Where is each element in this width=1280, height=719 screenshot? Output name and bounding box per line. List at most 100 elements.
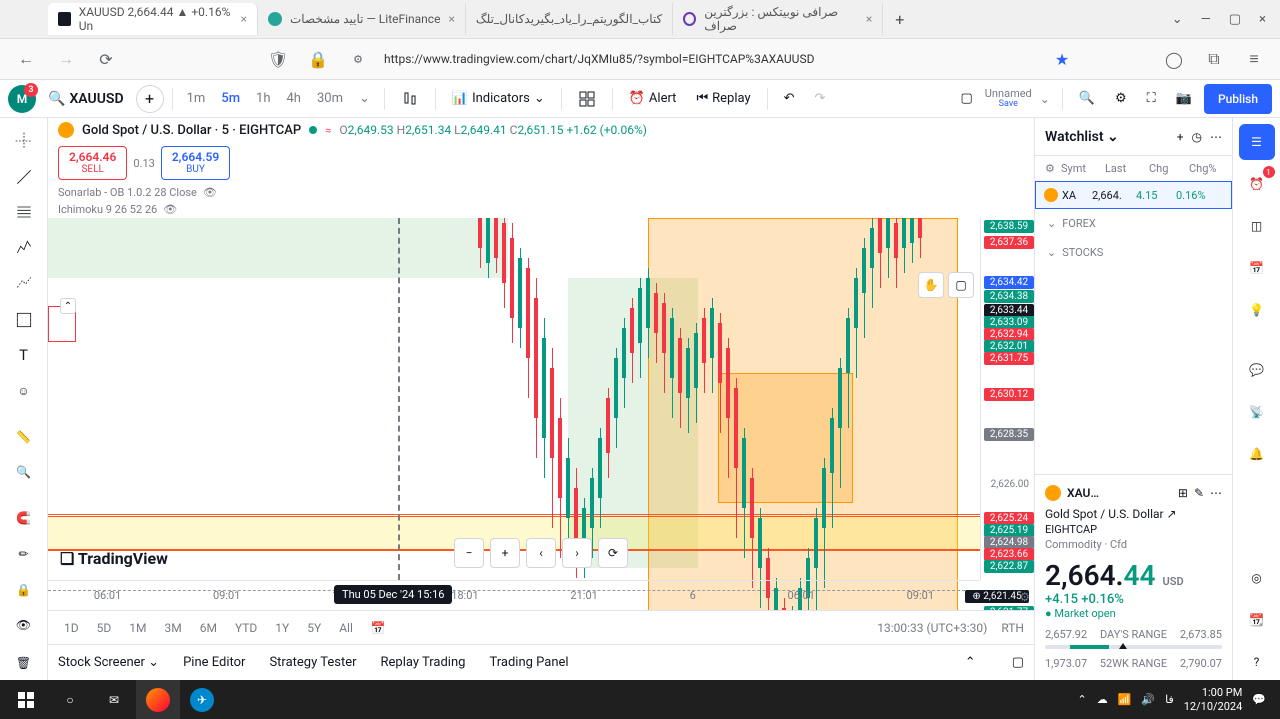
reset-button[interactable]: ⟳ xyxy=(598,538,628,568)
tf-1h[interactable]: 1h xyxy=(250,91,276,106)
stream-toggle[interactable]: 📡 xyxy=(1239,394,1275,430)
firefox-button[interactable] xyxy=(136,680,180,719)
range-all[interactable]: All xyxy=(333,619,359,637)
menu-icon[interactable]: ≡ xyxy=(1240,45,1268,73)
settings-button[interactable]: ⚙ xyxy=(1107,85,1135,113)
eye-icon[interactable]: 👁 xyxy=(203,186,217,199)
fullscreen-button[interactable]: ⛶ xyxy=(1139,85,1164,113)
more-icon[interactable]: ⋯ xyxy=(1210,486,1222,500)
trash-tool[interactable]: 🗑 xyxy=(6,646,42,680)
text-tool[interactable]: T xyxy=(6,338,42,372)
indicator-1[interactable]: Sonarlab - OB 1.0.2 28 Close 👁 xyxy=(48,184,1034,201)
target-icon[interactable]: ◎ xyxy=(1239,560,1275,596)
tf-4h[interactable]: 4h xyxy=(281,91,307,106)
calendar-icon[interactable]: 📆 xyxy=(1239,602,1275,638)
buy-button[interactable]: 2,664.59BUY xyxy=(161,146,230,180)
url-field[interactable]: https://www.tradingview.com/chart/JqXMIu… xyxy=(384,52,1036,66)
onedrive-icon[interactable]: ☁ xyxy=(1097,693,1108,706)
pattern-tool[interactable] xyxy=(6,231,42,265)
minimize-icon[interactable]: — xyxy=(1201,12,1211,27)
maximize-icon[interactable]: ▢ xyxy=(1229,12,1241,27)
sell-button[interactable]: 2,664.46SELL xyxy=(58,146,127,180)
lock-tool[interactable]: ✏ xyxy=(6,537,42,571)
range-5d[interactable]: 5D xyxy=(91,619,118,637)
tab[interactable]: تایید مشخصات — LiteFinance× xyxy=(258,3,466,35)
maximize-icon[interactable]: ▢ xyxy=(1012,655,1024,670)
layout-button[interactable]: ▢ xyxy=(953,85,981,113)
scroll-left-button[interactable]: ‹ xyxy=(526,538,556,568)
indicator-2[interactable]: Ichimoku 9 26 52 26 👁 xyxy=(48,201,1034,218)
panel-replay[interactable]: Replay Trading xyxy=(381,655,466,670)
rect-icon[interactable]: ▢ xyxy=(948,272,974,298)
range-1m[interactable]: 1M xyxy=(123,619,152,637)
forward-button[interactable]: → xyxy=(52,45,80,73)
edit-icon[interactable]: ✎ xyxy=(1194,486,1204,500)
mail-button[interactable]: ✉ xyxy=(92,680,136,719)
collapse-icon[interactable]: ⌃ xyxy=(965,655,976,670)
eye-tool[interactable]: 👁 xyxy=(6,608,42,642)
fib-tool[interactable] xyxy=(6,195,42,229)
wifi-icon[interactable]: 📶 xyxy=(1118,693,1132,706)
price-scale[interactable]: 2,638.592,637.362,634.422,634.382,633.44… xyxy=(980,218,1034,580)
range-1d[interactable]: 1D xyxy=(58,619,85,637)
more-icon[interactable]: ⋯ xyxy=(1210,130,1222,144)
replay-button[interactable]: ⏮ Replay xyxy=(688,85,758,113)
add-icon[interactable]: + xyxy=(1177,130,1184,144)
extensions-icon[interactable]: ⧉ xyxy=(1200,45,1228,73)
settings-icon[interactable]: ⚙ xyxy=(344,45,372,73)
lock-icon[interactable]: 🔒 xyxy=(304,45,332,73)
eye-icon[interactable]: 👁 xyxy=(163,203,177,216)
zoom-tool[interactable]: 🔍 xyxy=(6,456,42,490)
new-tab-button[interactable]: + xyxy=(883,3,916,35)
watchlist-row[interactable]: XA 2,664. 4.15 0.16% xyxy=(1035,181,1232,209)
indicators-button[interactable]: 📊 Indicators ⌄ xyxy=(444,85,553,113)
range-6m[interactable]: 6M xyxy=(194,619,223,637)
ideas-toggle[interactable]: 💡 xyxy=(1239,292,1275,328)
panel-strategy[interactable]: Strategy Tester xyxy=(269,655,356,670)
ruler-tool[interactable]: 📏 xyxy=(6,420,42,454)
clock-icon[interactable]: ◷ xyxy=(1192,130,1202,144)
brush-tool[interactable] xyxy=(6,303,42,337)
symbol-search[interactable]: 🔍 XAUUSD xyxy=(40,85,132,113)
chart-canvas[interactable]: ⌃ − + ‹ › ⟳ ❏ TradingView 2,638.592,637.… xyxy=(48,218,1034,610)
hand-icon[interactable]: ✋ xyxy=(918,272,944,298)
collapse-icon[interactable]: ⌃ xyxy=(60,298,76,314)
range-5y[interactable]: 5Y xyxy=(301,619,327,637)
templates-button[interactable] xyxy=(570,85,604,113)
tray-chevron[interactable]: ⌃ xyxy=(1078,693,1087,706)
lang-indicator[interactable]: فا xyxy=(1165,693,1174,706)
close-icon[interactable]: × xyxy=(866,12,872,26)
watchlist-group-forex[interactable]: ⌄ FOREX xyxy=(1035,209,1232,238)
chat-toggle[interactable]: 💬 xyxy=(1239,352,1275,388)
range-1y[interactable]: 1Y xyxy=(269,619,295,637)
close-icon[interactable]: × xyxy=(448,12,454,26)
tf-5m[interactable]: 5m xyxy=(215,91,246,106)
range-3m[interactable]: 3M xyxy=(158,619,187,637)
rth-label[interactable]: RTH xyxy=(1001,621,1024,635)
telegram-button[interactable]: ✈ xyxy=(180,680,224,719)
chart-title[interactable]: Gold Spot / U.S. Dollar · 5 · EIGHTCAP xyxy=(82,123,301,138)
calendar-toggle[interactable]: 📅 xyxy=(1239,250,1275,286)
time-scale[interactable]: 06:01 09:01 12:01 Thu 05 Dec '24 15:16 1… xyxy=(48,580,980,610)
avatar[interactable]: M3 xyxy=(8,85,36,113)
range-ytd[interactable]: YTD xyxy=(229,619,263,637)
tab[interactable]: کتاب_الگوریتم_را_یاد_بگیریدکانال_تلگ xyxy=(466,3,673,35)
layout-name[interactable]: UnnamedSave xyxy=(985,88,1032,110)
notifications-icon[interactable]: 💬 xyxy=(1252,693,1266,706)
alert-button[interactable]: ⏰ Alert xyxy=(621,85,685,113)
trendline-tool[interactable] xyxy=(6,160,42,194)
back-button[interactable]: ← xyxy=(12,45,40,73)
undo-button[interactable]: ↶ xyxy=(776,85,803,113)
magnet-tool[interactable]: 🧲 xyxy=(6,501,42,535)
grid-icon[interactable]: ⊞ xyxy=(1178,486,1188,500)
gear-icon[interactable]: ⚙ xyxy=(1045,162,1061,175)
emoji-tool[interactable]: ☺ xyxy=(6,374,42,408)
chevron-down-icon[interactable]: ⌄ xyxy=(1172,12,1183,27)
search-button[interactable]: 🔍 xyxy=(1071,85,1103,113)
tf-30m[interactable]: 30m xyxy=(311,91,349,106)
help-icon[interactable]: ? xyxy=(1239,644,1275,680)
close-icon[interactable]: × xyxy=(241,12,247,26)
publish-button[interactable]: Publish xyxy=(1204,84,1272,114)
redo-button[interactable]: ↷ xyxy=(807,85,834,113)
volume-icon[interactable]: 🔊 xyxy=(1141,693,1155,706)
